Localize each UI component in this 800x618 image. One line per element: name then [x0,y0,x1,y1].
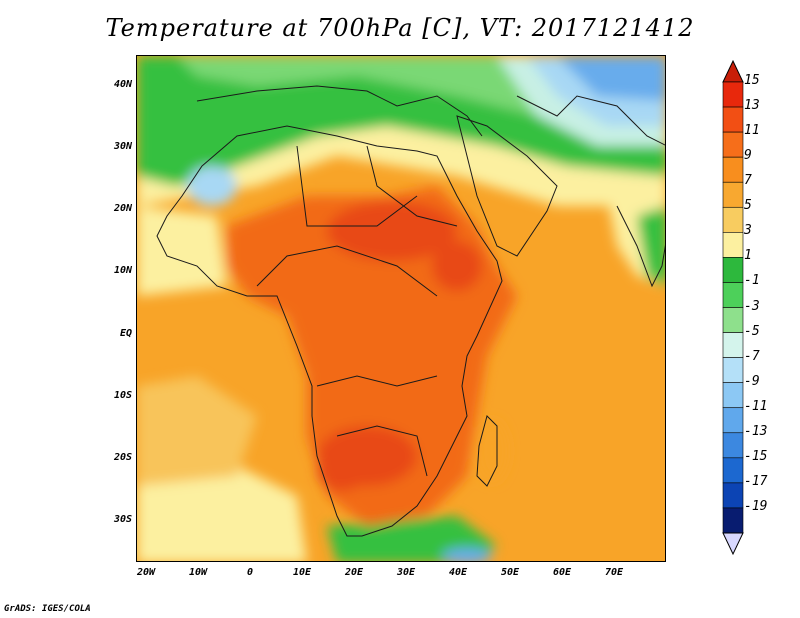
lat-tick-30n: 30N [113,141,132,152]
colorbar-label: 13 [744,98,760,114]
colorbar-label: -3 [744,298,760,314]
colorbar-swatch [722,482,744,509]
colorbar [722,60,744,555]
temperature-map-panel [136,55,666,562]
colorbar-label: 3 [744,223,752,239]
kalahari-hottest [317,451,367,491]
middle-east-deep-blue [557,56,665,101]
africa-coastline [156,125,503,537]
madagascar-coastline [476,415,498,487]
colorbar-swatch [722,382,744,409]
lon-tick-50e: 50E [500,567,520,578]
internal-border-3 [316,375,438,387]
lat-tick-eq: EQ [119,328,132,339]
india-green [637,206,665,285]
colorbar-swatch [722,206,744,233]
madagascar-warm [477,421,507,481]
colorbar-top-arrow [722,60,744,83]
lon-tick-40e: 40E [448,567,468,578]
south-blue-spot [442,548,492,561]
colorbar-label: 15 [744,73,760,88]
colorbar-label: -13 [744,423,768,439]
temperature-map [137,56,665,561]
lat-tick-40n: 40N [113,79,132,90]
colorbar-swatch [722,131,744,158]
colorbar-label: 11 [744,123,760,139]
lat-tick-30s: 30S [113,514,132,525]
lon-tick-0: 0 [246,567,254,578]
lon-tick-10e: 10E [292,567,312,578]
ethiopia-hot [432,241,482,291]
atlas-cold-spot [187,166,237,206]
colorbar-bottom-arrow [722,532,744,555]
colorbar-swatch [722,282,744,308]
lon-tick-60e: 60E [552,567,572,578]
colorbar-swatch [722,81,744,108]
arabia-coastline [456,115,558,257]
colorbar-label: -15 [744,448,768,464]
colorbar-swatch [722,432,744,459]
colorbar-swatch [722,257,744,283]
colorbar-swatch [722,357,744,383]
colorbar-swatch [722,232,744,258]
colorbar-swatch [722,106,744,133]
lon-tick-20e: 20E [344,567,364,578]
india-coastline [616,205,665,288]
internal-border-5 [366,145,458,227]
colorbar-label: -1 [744,273,760,289]
colorbar-label: 5 [744,198,752,214]
internal-border-1 [296,145,418,227]
colorbar-swatch [722,181,744,208]
middle-east-borders [516,95,665,146]
internal-border-4 [336,425,428,477]
colorbar-swatch [722,156,744,183]
lat-tick-20s: 20S [113,452,132,463]
colorbar-label: -9 [744,373,760,389]
lon-tick-30e: 30E [396,567,416,578]
colorbar-label: -5 [744,323,760,339]
colorbar-label: -11 [744,398,768,414]
colorbar-label: -7 [744,348,760,364]
sahel-hottest [327,201,457,261]
map-title: Temperature at 700hPa [C], VT: 201712141… [105,14,695,42]
colorbar-swatch [722,507,744,534]
colorbar-label: -19 [744,498,768,514]
colorbar-label: 7 [744,173,752,189]
grads-credit: GrADS: IGES/COLA [4,604,91,614]
internal-border-2 [256,245,438,297]
south-atlantic-warm [137,376,257,486]
colorbar-label: 9 [744,148,752,164]
lon-tick-70e: 70E [604,567,624,578]
lat-tick-10s: 10S [113,390,132,401]
colorbar-label: 1 [744,248,752,264]
lat-tick-20n: 20N [113,203,132,214]
lat-tick-10n: 10N [113,265,132,276]
colorbar-swatch [722,407,744,434]
colorbar-label: -17 [744,473,768,489]
mediterranean-north-coast [196,85,483,137]
colorbar-swatch [722,457,744,484]
south-atlantic-pale [137,456,307,561]
colorbar-swatch [722,307,744,333]
lon-tick-20w: 20W [136,567,156,578]
colorbar-swatch [722,332,744,358]
lon-tick-10w: 10W [188,567,208,578]
